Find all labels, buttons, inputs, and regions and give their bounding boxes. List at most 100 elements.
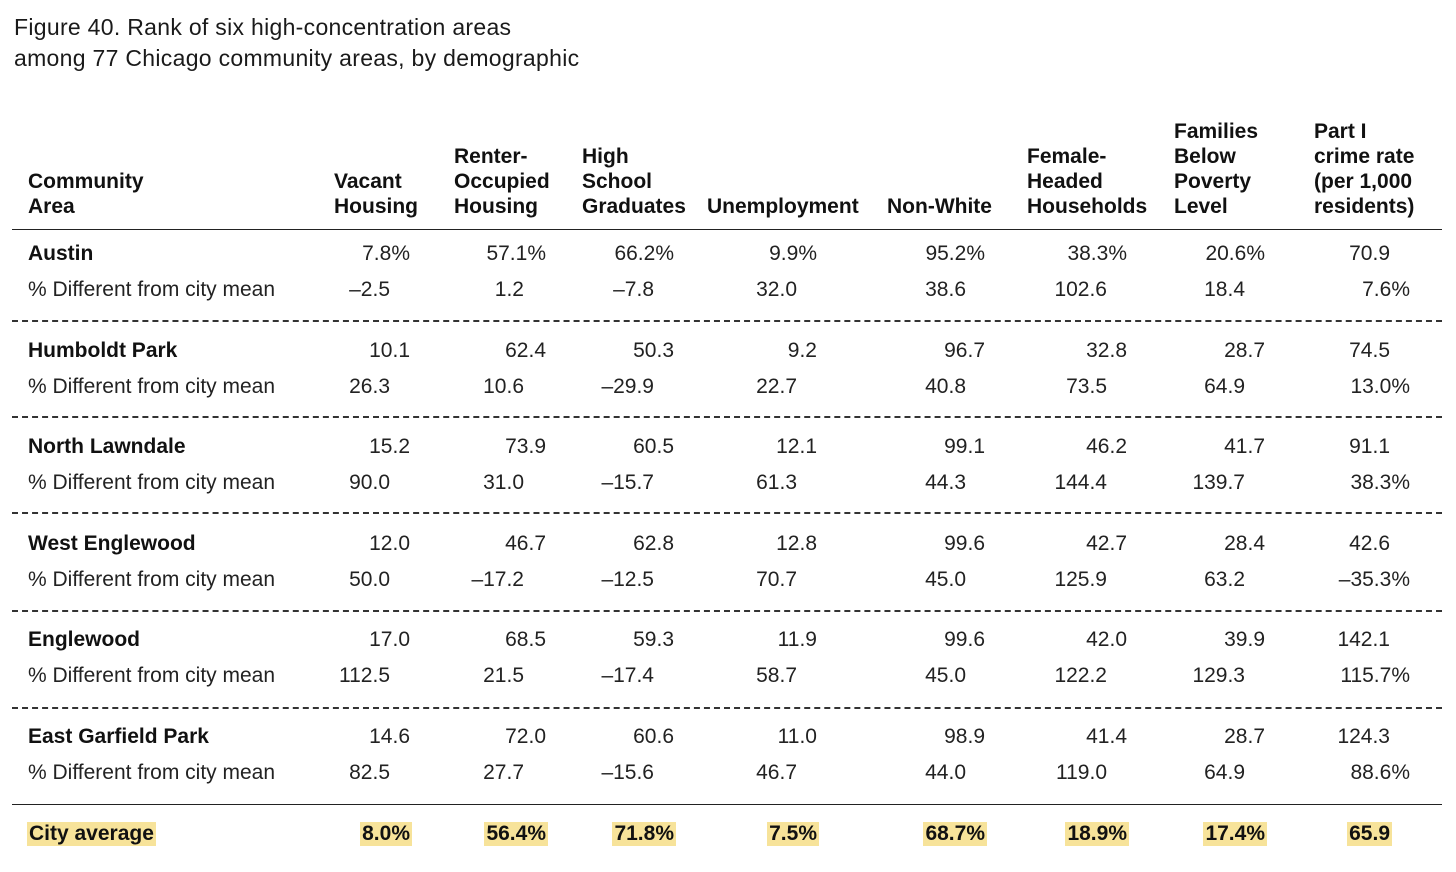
value-cell: 14.6 <box>369 725 410 748</box>
figure-title-line-1: Figure 40. Rank of six high-concentratio… <box>14 14 512 40</box>
diff-cell: –12.5 <box>601 568 654 591</box>
column-header-line: Vacant <box>334 170 402 193</box>
value-cell: 57.1% <box>486 242 546 265</box>
column-header-line: Female- <box>1027 145 1107 168</box>
value-cell: 11.9 <box>777 628 817 651</box>
value-cell: 12.1 <box>776 435 817 458</box>
city-average-cell: 56.4% <box>484 822 548 846</box>
value-cell: 41.7 <box>1224 435 1265 458</box>
column-header-line: School <box>582 170 653 193</box>
diff-cell: 46.7 <box>756 761 797 784</box>
value-cell: 46.7 <box>505 532 546 555</box>
column-header-line: residents) <box>1314 195 1415 218</box>
diff-cell: 26.3 <box>349 375 390 398</box>
community-area-name: East Garfield Park <box>28 725 209 748</box>
value-cell: 38.3% <box>1067 242 1127 265</box>
column-header-line: Area <box>28 195 75 218</box>
row-separator <box>12 512 1442 514</box>
column-header: Community Area <box>28 169 144 219</box>
value-cell: 60.6 <box>633 725 674 748</box>
column-header-line: Occupied <box>454 170 550 193</box>
diff-cell: 139.7 <box>1192 471 1245 494</box>
diff-cell: 44.3 <box>925 471 966 494</box>
value-cell: 39.9 <box>1224 628 1265 651</box>
column-header-line: Headed <box>1027 170 1103 193</box>
value-cell: 72.0 <box>505 725 546 748</box>
value-cell: 12.0 <box>369 532 410 555</box>
column-header: High School Graduates <box>582 144 686 219</box>
figure-title-line-2: among 77 Chicago community areas, by dem… <box>14 45 580 71</box>
city-average-cell: 68.7% <box>923 822 987 846</box>
diff-cell: 119.0 <box>1056 761 1107 784</box>
diff-cell: –15.7 <box>601 471 654 494</box>
city-average-cell: 71.8% <box>612 822 676 846</box>
value-cell: 91.1 <box>1349 435 1390 458</box>
city-average-cell: 8.0% <box>360 822 412 846</box>
value-cell: 32.8 <box>1086 339 1127 362</box>
diff-cell: 73.5 <box>1066 375 1107 398</box>
diff-cell: 115.7% <box>1340 664 1410 687</box>
diff-cell: 112.5 <box>339 664 390 687</box>
diff-label: % Different from city mean <box>28 761 276 784</box>
diff-cell: 45.0 <box>925 664 966 687</box>
column-header-line: Renter- <box>454 145 528 168</box>
community-area-name: Englewood <box>28 628 140 651</box>
column-header-line: Housing <box>454 195 538 218</box>
city-average-cell: 7.5% <box>767 822 819 846</box>
figure-title: Figure 40. Rank of six high-concentratio… <box>14 12 579 74</box>
value-cell: 11.0 <box>777 725 817 748</box>
value-cell: 41.4 <box>1086 725 1127 748</box>
value-cell: 68.5 <box>505 628 546 651</box>
diff-cell: 102.6 <box>1054 278 1107 301</box>
diff-cell: 38.6 <box>925 278 966 301</box>
diff-cell: –17.4 <box>601 664 654 687</box>
column-header-line: Below <box>1174 145 1236 168</box>
diff-label: % Different from city mean <box>28 375 276 398</box>
column-header: Families Below Poverty Level <box>1174 119 1258 219</box>
row-separator <box>12 416 1442 418</box>
row-separator <box>12 610 1442 612</box>
diff-cell: 38.3% <box>1350 471 1410 494</box>
diff-cell: 13.0% <box>1350 375 1410 398</box>
value-cell: 142.1 <box>1337 628 1390 651</box>
diff-cell: 45.0 <box>925 568 966 591</box>
column-header: Unemployment <box>707 194 859 219</box>
diff-cell: 7.6% <box>1362 278 1410 301</box>
diff-cell: 61.3 <box>756 471 797 494</box>
value-cell: 9.9% <box>769 242 817 265</box>
value-cell: 28.7 <box>1224 339 1265 362</box>
value-cell: 70.9 <box>1349 242 1390 265</box>
city-average-cell: 65.9 <box>1347 822 1392 846</box>
diff-cell: 144.4 <box>1054 471 1107 494</box>
diff-cell: 70.7 <box>756 568 797 591</box>
value-cell: 99.6 <box>944 532 985 555</box>
value-cell: 20.6% <box>1205 242 1265 265</box>
column-header: Vacant Housing <box>334 169 418 219</box>
average-rule <box>12 804 1442 805</box>
value-cell: 46.2 <box>1086 435 1127 458</box>
diff-cell: 125.9 <box>1054 568 1107 591</box>
column-header-line: Community <box>28 170 144 193</box>
column-header-line: High <box>582 145 629 168</box>
diff-cell: –17.2 <box>471 568 524 591</box>
diff-cell: –29.9 <box>601 375 654 398</box>
diff-cell: 50.0 <box>349 568 390 591</box>
value-cell: 42.6 <box>1349 532 1390 555</box>
column-header-line: Level <box>1174 195 1228 218</box>
value-cell: 17.0 <box>369 628 410 651</box>
diff-cell: 32.0 <box>756 278 797 301</box>
value-cell: 9.2 <box>787 339 817 362</box>
value-cell: 62.4 <box>505 339 546 362</box>
value-cell: 7.8% <box>362 242 410 265</box>
diff-cell: 82.5 <box>349 761 390 784</box>
column-header: Female- Headed Households <box>1027 144 1147 219</box>
column-header: Non-White <box>887 194 992 219</box>
diff-cell: 18.4 <box>1204 278 1245 301</box>
diff-cell: 31.0 <box>483 471 524 494</box>
value-cell: 99.6 <box>944 628 985 651</box>
diff-cell: –35.3% <box>1338 568 1410 591</box>
value-cell: 99.1 <box>944 435 985 458</box>
diff-cell: 122.2 <box>1054 664 1107 687</box>
column-header-line: Housing <box>334 195 418 218</box>
diff-label: % Different from city mean <box>28 664 276 687</box>
